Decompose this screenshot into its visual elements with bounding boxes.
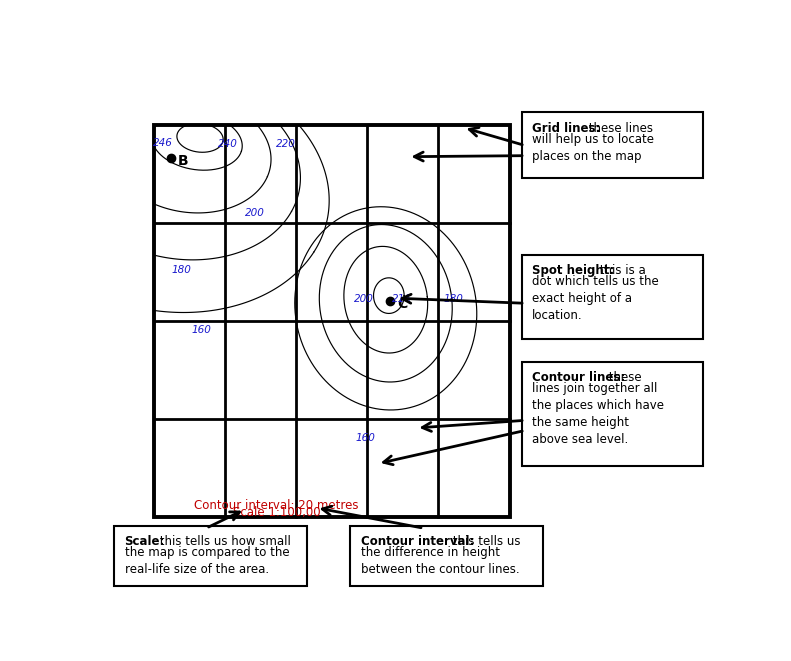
FancyBboxPatch shape (114, 525, 307, 586)
FancyBboxPatch shape (522, 112, 702, 178)
FancyBboxPatch shape (154, 125, 509, 517)
Text: lines join together all
the places which have
the same height
above sea level.: lines join together all the places which… (532, 382, 664, 446)
Text: 200: 200 (354, 294, 373, 304)
Text: will help us to locate
places on the map: will help us to locate places on the map (532, 133, 654, 163)
Text: these lines: these lines (585, 122, 653, 135)
Text: the difference in height
between the contour lines.: the difference in height between the con… (361, 546, 519, 576)
Text: dot which tells us the
exact height of a
location.: dot which tells us the exact height of a… (532, 275, 659, 323)
Text: Spot height:: Spot height: (532, 264, 615, 277)
Text: 220: 220 (276, 139, 296, 149)
Text: 216: 216 (392, 294, 411, 304)
Text: 180: 180 (443, 294, 464, 304)
Text: Contour interval: 20 metres: Contour interval: 20 metres (195, 499, 359, 512)
Text: this is a: this is a (596, 264, 645, 277)
Text: this tells us: this tells us (448, 535, 520, 548)
Text: Grid lines:: Grid lines: (532, 122, 600, 135)
Text: 246: 246 (153, 138, 173, 148)
Text: the map is compared to the
real-life size of the area.: the map is compared to the real-life siz… (125, 546, 290, 576)
Text: Contour interval:: Contour interval: (361, 535, 474, 548)
Text: this tells us how small: this tells us how small (156, 535, 291, 548)
Text: 160: 160 (192, 325, 212, 334)
Text: 200: 200 (245, 208, 265, 217)
Text: Contour lines:: Contour lines: (532, 371, 626, 384)
FancyBboxPatch shape (350, 525, 543, 586)
Text: Scale 1:100,00: Scale 1:100,00 (233, 506, 320, 520)
Text: Scale:: Scale: (125, 535, 165, 548)
Text: 180: 180 (172, 265, 191, 275)
Text: 240: 240 (218, 139, 237, 149)
Text: 160: 160 (356, 433, 376, 443)
FancyBboxPatch shape (522, 255, 702, 339)
Text: these: these (604, 371, 642, 384)
FancyBboxPatch shape (522, 362, 702, 466)
Text: C: C (397, 297, 407, 311)
Text: B: B (177, 154, 188, 169)
